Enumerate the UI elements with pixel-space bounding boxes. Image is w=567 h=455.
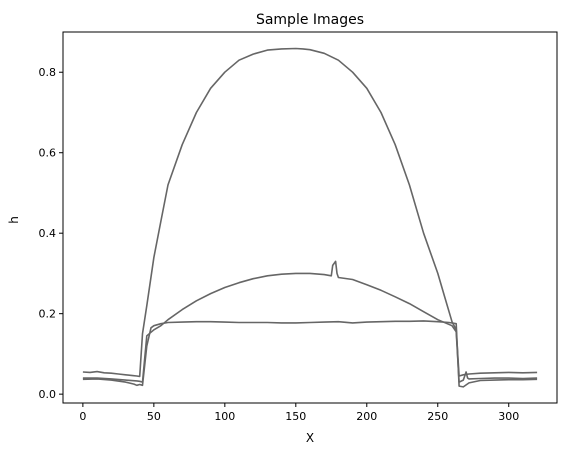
x-axis-label: X (306, 431, 314, 445)
y-tick-label: 0.8 (39, 66, 57, 79)
series-line-3 (82, 320, 538, 388)
y-axis-label: h (7, 216, 21, 224)
y-tick-label: 0.6 (39, 147, 57, 160)
chart-title: Sample Images (256, 12, 364, 28)
y-axis: 0.0 0.2 0.4 0.6 0.8 (39, 66, 63, 401)
plot-frame (62, 31, 558, 404)
x-tick-label: 100 (214, 410, 235, 423)
y-tick-label: 0.0 (39, 388, 57, 401)
x-axis: 0 50 100 150 200 250 300 (79, 403, 519, 423)
y-tick-label: 0.2 (39, 308, 57, 321)
x-tick-label: 300 (498, 410, 519, 423)
plot-lines (82, 47, 538, 388)
x-tick-label: 150 (285, 410, 306, 423)
x-tick-label: 50 (147, 410, 161, 423)
y-tick-label: 0.4 (39, 227, 57, 240)
x-tick-label: 0 (79, 410, 86, 423)
x-tick-label: 200 (356, 410, 377, 423)
x-tick-label: 250 (427, 410, 448, 423)
